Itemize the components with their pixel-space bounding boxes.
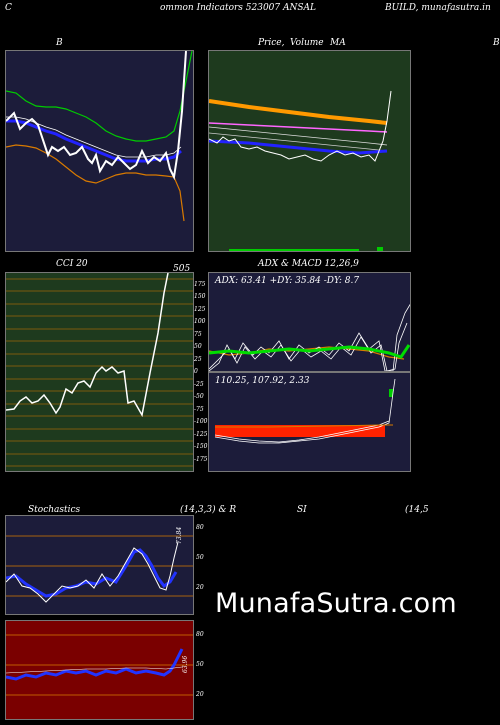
cci-tick-13: -125 — [194, 431, 208, 438]
bollinger-price-line — [6, 51, 187, 181]
adx-title: ADX & MACD 12,26,9 — [258, 259, 359, 269]
header-title: ommon Indicators 523007 ANSAL — [160, 3, 317, 13]
cci-tick-14: -150 — [194, 443, 208, 450]
cci-tick-2: 150 — [194, 293, 206, 300]
price-line — [209, 90, 392, 162]
stoch-title-a: Stochastics — [28, 505, 81, 515]
cci-tick-7: 25 — [194, 356, 202, 363]
rsi-tick-20: 20 — [196, 691, 204, 698]
rsi-tick-50: 50 — [196, 661, 204, 668]
adx-white-2 — [209, 322, 408, 371]
price-right-marker: B — [493, 38, 500, 48]
cci-chart — [5, 272, 194, 472]
bollinger-chart — [5, 50, 194, 252]
cci-tick-8: 0 — [194, 368, 198, 375]
volume-bar-2 — [377, 247, 383, 251]
bollinger-lower-band — [6, 144, 185, 222]
stoch-tick-50: 50 — [196, 554, 204, 561]
cci-line — [6, 273, 169, 418]
macd-svg — [214, 378, 396, 444]
cci-tick-12: -100 — [194, 418, 208, 425]
cci-title: CCI 20 — [56, 259, 88, 269]
macd-values: 110.25, 107.92, 2.33 — [215, 376, 310, 386]
stoch-tick-20: 20 — [196, 584, 204, 591]
macd-chart: 110.25, 107.92, 2.33 — [208, 372, 411, 472]
cci-tick-4: 100 — [194, 318, 206, 325]
adx-values: ADX: 63.41 +DY: 35.84 -DY: 8.7 — [215, 276, 360, 286]
adx-svg — [209, 303, 410, 371]
cci-tick-3: 125 — [194, 306, 206, 313]
cci-tick-1: 175 — [194, 281, 206, 288]
price-title-c: MA — [330, 38, 346, 48]
cci-tick-10: -50 — [194, 393, 204, 400]
macd-signal-line — [214, 378, 396, 444]
rsi-value: 63.96 — [182, 655, 189, 673]
header-left: C — [5, 3, 12, 13]
header-right: BUILD, munafasutra.in — [385, 3, 491, 13]
price-title-a: Price, — [258, 38, 285, 48]
bollinger-svg — [6, 51, 193, 222]
ma-orange — [209, 99, 388, 125]
ma-magenta — [209, 122, 388, 133]
stoch-slow-line — [6, 548, 178, 598]
rsi-chart: 63.96 — [5, 620, 194, 720]
bollinger-upper-band — [6, 51, 193, 142]
rsi-tick-80: 80 — [196, 631, 204, 638]
stoch-fast-line — [6, 541, 179, 603]
ma-white-2 — [209, 132, 388, 152]
stoch-svg — [6, 535, 193, 603]
stoch-title-c: SI — [297, 505, 307, 515]
volume-bar-1 — [229, 249, 359, 251]
cci-tick-9: -25 — [194, 381, 204, 388]
rsi-svg — [6, 634, 193, 696]
ma-blue — [209, 139, 388, 155]
stoch-title-d: (14,5 — [405, 505, 429, 515]
cci-tick-5: 75 — [194, 331, 202, 338]
adx-white-1 — [209, 303, 410, 371]
price-chart — [208, 50, 411, 252]
adx-green-line — [209, 344, 410, 359]
stoch-tick-80: 80 — [196, 524, 204, 531]
stoch-chart: 73.84 — [5, 515, 194, 615]
price-title-b: Volume — [290, 38, 324, 48]
cci-svg — [6, 273, 193, 467]
macd-line — [214, 420, 390, 443]
macd-histogram-green — [389, 389, 393, 397]
rsi-blue-line — [6, 648, 184, 681]
price-svg — [209, 90, 392, 251]
cci-tick-15: -175 — [194, 456, 208, 463]
rsi-white-line — [6, 666, 183, 674]
cci-value: 505 — [173, 264, 191, 274]
adx-chart: ADX: 63.41 +DY: 35.84 -DY: 8.7 — [208, 272, 411, 372]
cci-tick-11: -75 — [194, 406, 204, 413]
stoch-title-b: (14,3,3) & R — [180, 505, 237, 515]
cci-tick-6: 50 — [194, 343, 202, 350]
stoch-value: 73.84 — [176, 526, 183, 544]
bollinger-title: B — [56, 38, 63, 48]
macd-orange-line — [215, 424, 393, 428]
ma-white-1 — [209, 126, 388, 146]
brand-logo-text: MunafaSutra.com — [215, 588, 457, 619]
